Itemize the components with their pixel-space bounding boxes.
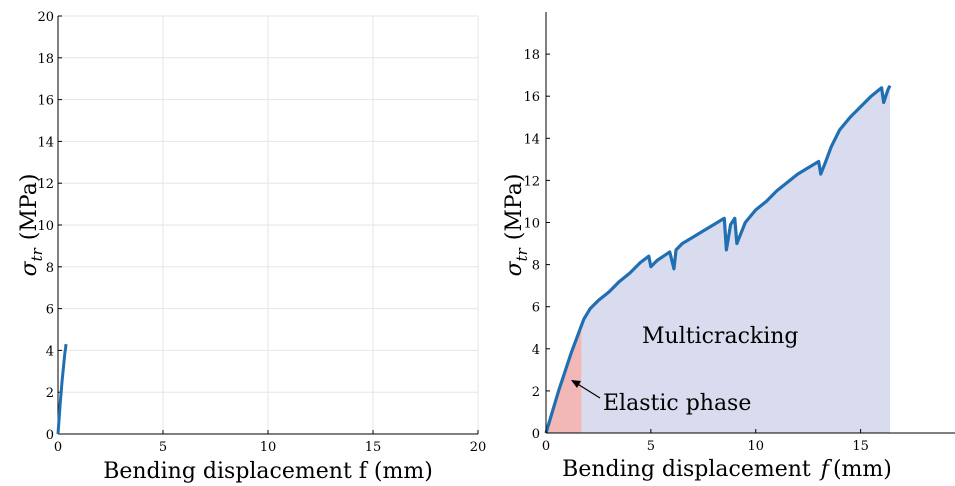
right-regions bbox=[546, 85, 890, 434]
left-y-axis-subscript: tr bbox=[28, 247, 46, 261]
right-series bbox=[544, 84, 892, 434]
left-y-tick-label: 14 bbox=[37, 135, 54, 150]
left-grid bbox=[57, 15, 479, 435]
left-y-tick-label: 2 bbox=[46, 386, 54, 401]
left-y-tick-label: 12 bbox=[37, 177, 54, 192]
right-y-axis-unit: (MPa) bbox=[502, 174, 527, 241]
right-y-tick-label: 4 bbox=[532, 343, 540, 358]
right-y-axis-label: σtr (MPa) bbox=[502, 174, 531, 277]
right-y-tick-label: 18 bbox=[523, 48, 540, 63]
left-x-axis-label: Bending displacement f (mm) bbox=[103, 459, 433, 484]
right-x-axis-label: Bending displacement f (mm) bbox=[562, 457, 892, 482]
right-y-tick-label: 14 bbox=[523, 132, 540, 147]
left-x-tick-label: 10 bbox=[260, 440, 277, 455]
left-x-tick-label: 15 bbox=[365, 440, 382, 455]
left-series-line bbox=[56, 343, 68, 435]
right-x-tick-label: 15 bbox=[852, 439, 869, 454]
left-series bbox=[56, 343, 68, 435]
right-y-tick-label: 16 bbox=[523, 90, 540, 105]
left-y-tick-label: 16 bbox=[37, 94, 54, 109]
left-x-tick-label: 0 bbox=[54, 440, 62, 455]
right-y-axis-symbol: σ bbox=[502, 260, 527, 276]
chart-right: 0 2 4 6 8 10 12 14 16 18 0 5 10 15 Multicracking Elas… bbox=[502, 12, 955, 482]
right-x-axis-text: Bending displacement bbox=[562, 457, 811, 482]
left-y-tick-label: 8 bbox=[46, 261, 54, 276]
annotation-arrow bbox=[571, 380, 601, 399]
right-x-tick-label: 10 bbox=[747, 439, 764, 454]
annotation-elastic-phase: Elastic phase bbox=[603, 391, 751, 416]
right-y-tick-label: 2 bbox=[532, 385, 540, 400]
left-y-tick-label: 10 bbox=[37, 219, 54, 234]
right-x-tick-label: 0 bbox=[542, 439, 550, 454]
left-y-tick-label: 20 bbox=[37, 10, 54, 25]
right-y-tick-label: 8 bbox=[532, 259, 540, 274]
right-y-tick-label: 6 bbox=[532, 301, 540, 316]
right-y-axis-subscript: tr bbox=[513, 247, 531, 261]
left-ticks: 0 2 4 6 8 10 12 14 16 18 20 0 5 10 15 20 bbox=[37, 10, 486, 455]
left-y-tick-label: 18 bbox=[37, 52, 54, 67]
right-y-tick-label: 12 bbox=[523, 174, 540, 189]
left-y-tick-label: 4 bbox=[46, 344, 54, 359]
left-y-axis-unit: (MPa) bbox=[17, 174, 42, 241]
right-ticks: 0 2 4 6 8 10 12 14 16 18 0 5 10 15 bbox=[523, 48, 868, 454]
right-x-tick-label: 5 bbox=[647, 439, 655, 454]
left-y-axis-symbol: σ bbox=[17, 260, 42, 276]
left-y-tick-label: 6 bbox=[46, 303, 54, 318]
left-x-tick-label: 5 bbox=[159, 440, 167, 455]
right-y-tick-label: 10 bbox=[523, 217, 540, 232]
right-x-axis-var: f bbox=[819, 457, 833, 482]
region-multicracking bbox=[581, 85, 890, 434]
right-series-line bbox=[544, 84, 892, 434]
left-y-tick-label: 0 bbox=[46, 428, 54, 443]
chart-left: 0 2 4 6 8 10 12 14 16 18 20 0 5 10 15 20 Bending displa… bbox=[17, 10, 486, 484]
right-x-axis-unit: (mm) bbox=[833, 457, 892, 482]
right-y-tick-label: 0 bbox=[532, 427, 540, 442]
left-y-axis-label: σtr (MPa) bbox=[17, 174, 46, 277]
left-x-tick-label: 20 bbox=[470, 440, 487, 455]
annotation-multicracking: Multicracking bbox=[642, 324, 799, 349]
